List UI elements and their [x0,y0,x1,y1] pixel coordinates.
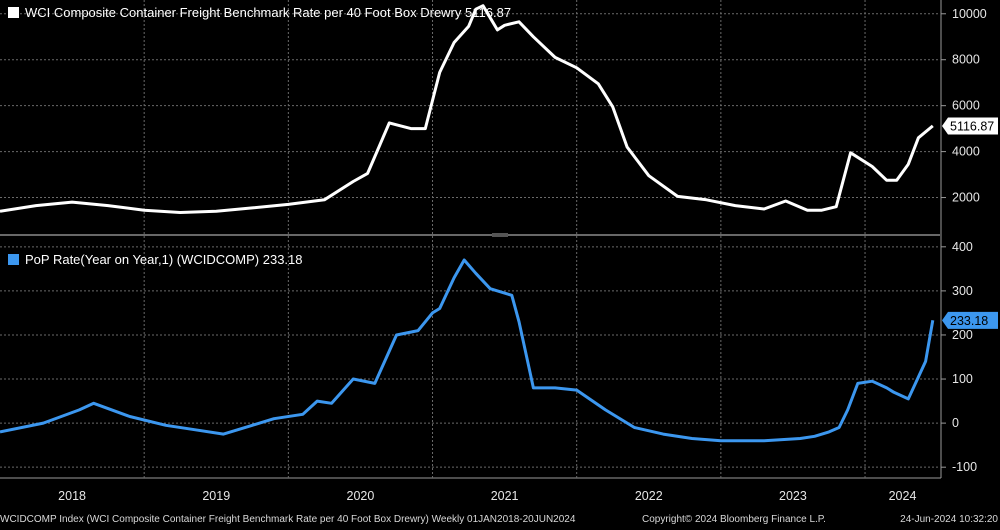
y-tick-label: -100 [952,460,977,474]
x-year-label: 2024 [889,489,917,503]
wci-last-value-tag: 5116.87 [942,117,998,135]
footer-timestamp: 24-Jun-2024 10:32:20 [900,514,998,525]
y-tick-label: 8000 [952,53,980,67]
yoy-last-value: 233.18 [950,314,988,328]
wci-legend-label: WCI Composite Container Freight Benchmar… [25,5,511,20]
y-tick-label: 400 [952,240,973,254]
x-year-label: 2023 [779,489,807,503]
y-tick-label: 10000 [952,7,987,21]
x-year-label: 2022 [635,489,663,503]
bottom-panel-background [0,238,940,476]
y-tick-label: 300 [952,284,973,298]
x-year-label: 2019 [202,489,230,503]
y-tick-label: 200 [952,328,973,342]
x-year-label: 2018 [58,489,86,503]
y-tick-label: 4000 [952,145,980,159]
top-panel-background [0,0,940,232]
top-y-ticks: 2000 4000 6000 8000 10000 [941,7,987,205]
wci-series-line [0,4,934,214]
x-year-label: 2020 [347,489,375,503]
yoy-legend[interactable]: PoP Rate(Year on Year,1) (WCIDCOMP) 233.… [8,252,303,267]
yoy-legend-label: PoP Rate(Year on Year,1) (WCIDCOMP) 233.… [25,252,303,267]
x-year-labels: 2018 2019 2020 2021 2022 2023 2024 [58,489,916,503]
y-tick-label: 100 [952,372,973,386]
footer-copyright: Copyright© 2024 Bloomberg Finance L.P. [642,514,826,525]
wci-legend[interactable]: WCI Composite Container Freight Benchmar… [8,5,511,20]
yoy-last-value-tag: 233.18 [942,311,998,329]
top-gridlines [0,13,940,199]
y-tick-label: 0 [952,416,959,430]
wci-legend-swatch [8,7,19,18]
yoy-legend-swatch [8,254,19,265]
x-year-label: 2021 [491,489,519,503]
yoy-series-line [0,258,935,443]
footer-series-info: WCIDCOMP Index (WCI Composite Container … [0,514,576,525]
y-tick-label: 6000 [952,99,980,113]
y-tick-label: 2000 [952,191,980,205]
panel-resize-handle[interactable] [492,233,508,237]
bottom-y-ticks: -100 0 100 200 300 400 [941,240,977,474]
wci-last-value: 5116.87 [950,119,994,133]
